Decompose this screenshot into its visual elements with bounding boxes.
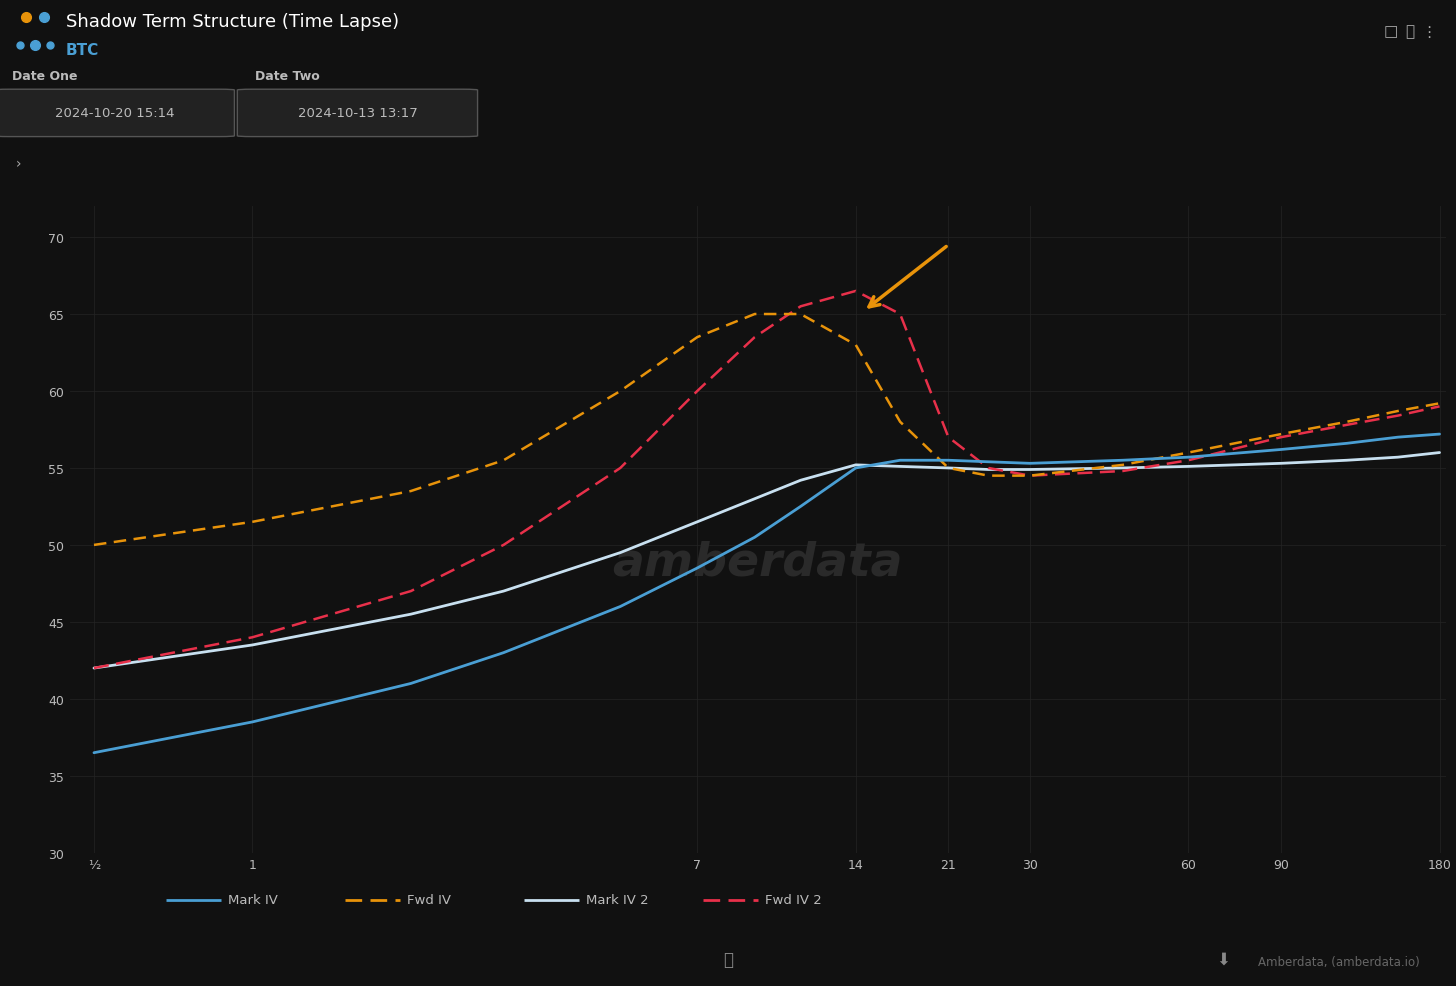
Text: BTC: BTC [66,42,99,57]
Text: amberdata: amberdata [613,539,903,585]
Text: Date Two: Date Two [255,70,319,84]
Text: Mark IV 2: Mark IV 2 [585,893,648,906]
FancyBboxPatch shape [0,90,234,137]
Text: ⓘ: ⓘ [1405,25,1414,39]
Text: Shadow Term Structure (Time Lapse): Shadow Term Structure (Time Lapse) [66,14,399,32]
Text: 2024-10-20 15:14: 2024-10-20 15:14 [55,106,175,119]
Text: Date One: Date One [12,70,77,84]
Text: ⋮: ⋮ [1421,25,1436,39]
Text: Fwd IV: Fwd IV [408,893,451,906]
Text: □: □ [1383,25,1398,39]
Text: ⬇: ⬇ [1216,950,1230,968]
Text: Fwd IV 2: Fwd IV 2 [764,893,821,906]
Text: 📷: 📷 [724,950,732,968]
FancyBboxPatch shape [237,90,478,137]
Text: Mark IV: Mark IV [229,893,278,906]
Text: Amberdata, (amberdata.io): Amberdata, (amberdata.io) [1258,955,1420,968]
Text: 2024-10-13 13:17: 2024-10-13 13:17 [298,106,418,119]
Text: ›: › [16,157,20,171]
